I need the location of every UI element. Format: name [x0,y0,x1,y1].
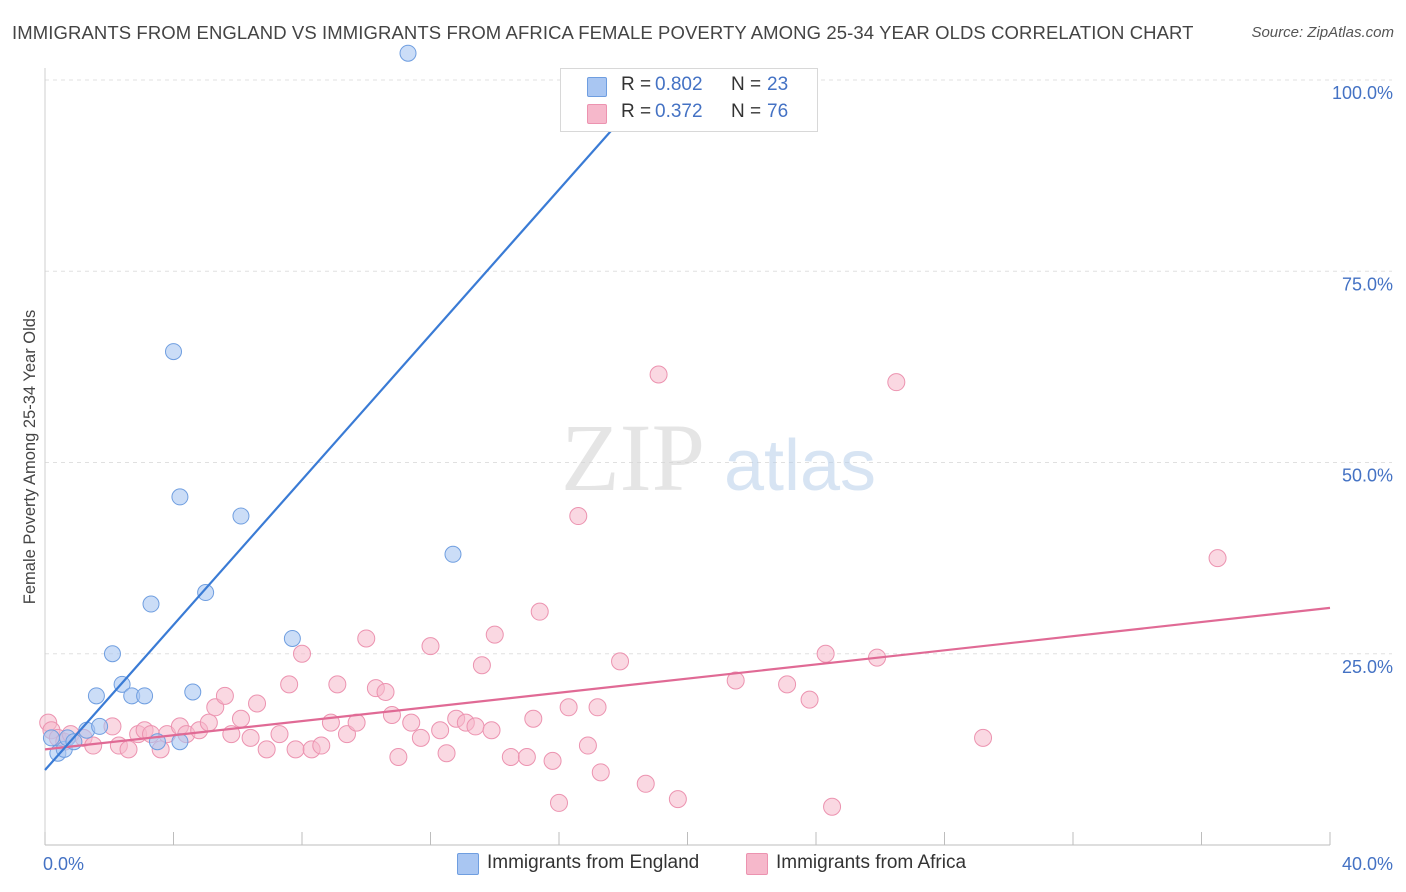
data-point-england [103,645,121,663]
data-point-africa [501,748,520,767]
trend-line-england [44,94,644,771]
bottom-legend-swatch-africa [746,853,768,875]
data-point-england [165,343,182,361]
data-point-africa [591,763,610,782]
data-point-africa [800,690,819,709]
legend-r-value: 0.802 [655,74,703,95]
data-point-africa [337,725,356,744]
data-point-england [232,507,250,525]
data-point-africa [270,725,289,744]
data-point-england [136,687,154,705]
data-point-africa [466,717,485,736]
data-point-england [184,683,202,701]
data-point-africa [421,637,440,656]
data-point-africa [231,709,250,728]
watermark-atlas: atlas [724,426,876,506]
bottom-legend-label-africa: Immigrants from Africa [776,852,967,873]
x-tick-label: 0.0% [43,854,84,874]
y-tick-label: 50.0% [1342,466,1393,486]
data-point-africa [543,751,562,770]
data-point-africa [389,748,408,767]
data-point-africa [559,698,578,717]
watermark-zip: ZIP [561,404,705,511]
data-point-africa [206,698,225,717]
data-point-africa [472,656,491,675]
data-point-africa [588,698,607,717]
data-point-england [197,584,215,602]
source-label: Source: ZipAtlas.com [1251,24,1394,41]
data-point-africa [215,686,234,705]
data-point-africa [485,625,504,644]
data-point-africa [431,721,450,740]
data-point-africa [778,675,797,694]
trend-line-africa [44,606,1331,751]
data-point-africa [376,683,395,701]
y-tick-label: 25.0% [1342,657,1393,677]
y-tick-label: 75.0% [1342,274,1393,294]
data-point-africa [482,721,501,740]
data-point-africa [668,790,687,809]
data-point-africa [241,728,260,747]
data-point-africa [280,675,299,694]
data-point-africa [1208,549,1227,568]
data-point-africa [382,705,401,724]
legend-swatch-africa [587,104,607,124]
trend-lines [44,94,1331,771]
gridlines [45,79,1392,655]
legend-n-label: N = [731,101,762,122]
data-point-england [42,729,60,747]
legend-r-label: R = [621,74,652,95]
y-axis-title: Female Poverty Among 25-34 Year Olds [21,310,39,604]
data-point-england [444,545,462,563]
legend-n-label: N = [731,74,762,95]
chart-title: IMMIGRANTS FROM ENGLAND VS IMMIGRANTS FR… [12,22,1194,43]
data-point-africa [887,373,906,392]
axis-labels: 25.0% 50.0% 75.0% 100.0% 0.0% 40.0% Female Pov… [21,83,1393,874]
data-point-africa [517,748,536,767]
data-point-africa [119,740,138,759]
data-point-africa [357,629,376,648]
data-point-africa [816,644,835,663]
y-tick-label: 100.0% [1332,83,1393,103]
data-point-africa [257,740,276,759]
data-point-africa [530,602,549,621]
data-point-england [142,595,160,613]
bottom-legend-swatch-england [457,853,479,875]
data-point-africa [649,365,668,384]
data-point-africa [286,740,305,759]
data-point-africa [293,644,311,663]
data-point-africa [636,774,655,793]
data-point-africa [550,793,568,812]
legend-r-label: R = [621,101,652,122]
legend-swatch-england [587,77,607,97]
data-point-england [171,488,189,506]
data-point-africa [524,709,543,728]
data-point-africa [611,652,630,671]
data-point-africa [726,671,745,690]
data-point-africa [569,507,588,526]
data-point-africa [328,675,347,694]
data-point-africa [248,694,267,713]
legend-r-value: 0.372 [655,101,703,122]
data-point-africa [199,713,218,732]
data-point-africa [437,744,456,763]
data-point-england [399,44,417,62]
legend-n-value: 23 [767,74,789,95]
legend-n-value: 76 [767,101,789,122]
bottom-legend-label-england: Immigrants from England [487,852,700,873]
data-point-africa [411,728,430,747]
series-england-points [42,44,462,762]
correlation-legend: R = 0.802 N = 23 R = 0.372 N = 76 [560,68,818,132]
data-point-africa [312,736,331,755]
x-tick-label: 40.0% [1342,854,1393,874]
data-point-africa [823,797,842,816]
data-point-africa [578,736,597,755]
data-point-england [91,717,109,735]
data-point-england [283,629,301,647]
data-point-africa [402,713,421,732]
data-point-england [87,687,105,705]
data-point-africa [974,728,993,747]
